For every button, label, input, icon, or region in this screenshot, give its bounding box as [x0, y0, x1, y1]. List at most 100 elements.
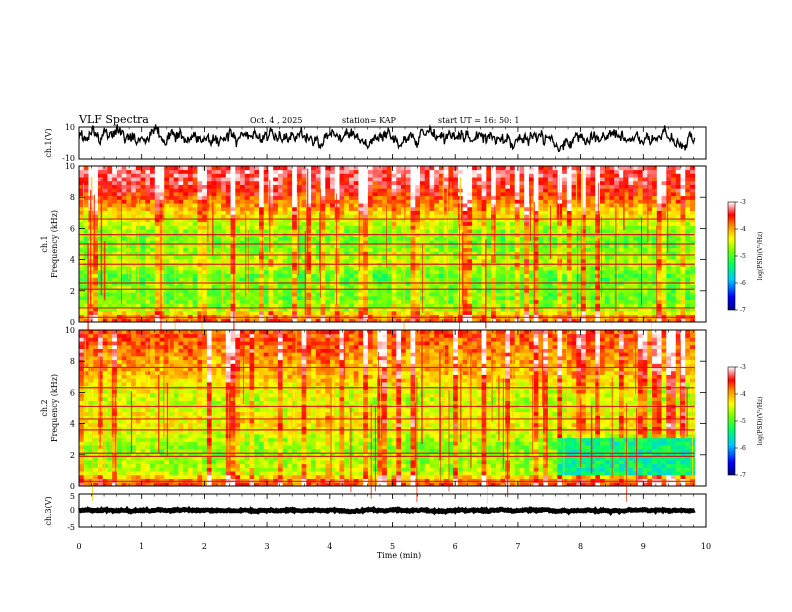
ch1-spectrogram-cell	[311, 277, 317, 282]
ch1-spectrogram-cell	[424, 173, 430, 178]
ch1-spectrogram-cell	[533, 229, 539, 234]
ch1-spectrogram-cell	[173, 225, 179, 230]
ch1-spectrogram-cell	[131, 236, 137, 241]
ch1-spectrogram-cell	[467, 192, 473, 197]
ch1-spectrogram-cell	[538, 284, 544, 289]
ch1-spectrogram-cell	[164, 203, 170, 208]
ch1-spectrogram-cell	[216, 229, 222, 234]
ch1-spectrogram-cell	[211, 318, 217, 323]
ch1-spectrogram-cell	[382, 266, 388, 271]
ch1-spectrogram-cell	[581, 247, 587, 252]
ch1-spectrogram-cell	[467, 258, 473, 263]
ch1-spectrogram-cell	[154, 195, 160, 200]
ch1-spectrogram-cell	[614, 244, 620, 249]
ch1-spectrogram-cell	[599, 177, 606, 182]
ch1-spectrogram-cell	[595, 247, 601, 252]
ch1-spectrogram-cell	[159, 236, 165, 241]
ch1-spectrogram-cell	[633, 299, 639, 304]
ch1-spectrogram-cell	[438, 221, 445, 226]
ch1-spectrogram-cell	[396, 303, 402, 308]
ch1-spectrogram-cell	[386, 288, 392, 293]
ch1-spectrogram-cell	[405, 169, 411, 174]
ch1-spectrogram-cell	[514, 218, 520, 223]
ch1-spectrogram-cell	[633, 192, 639, 197]
ch1-spectrogram-cell	[334, 258, 340, 263]
ch1-spectrogram-cell	[330, 188, 336, 193]
ch1-spectrogram-cell	[116, 310, 123, 315]
ch1-spectrogram-cell	[595, 318, 601, 323]
ch1-spectrogram-cell	[221, 288, 227, 293]
ch1-spectrogram-cell	[292, 255, 298, 260]
ch1-spectrogram-cell	[230, 169, 236, 174]
ch1-spectrogram-cell	[306, 221, 312, 226]
ch1-spectrogram-cell	[590, 206, 596, 211]
ch1-spectrogram-cell	[258, 188, 265, 193]
ch1-spectrogram-cell	[140, 206, 146, 211]
ch1-spectrogram-cell	[150, 251, 156, 256]
ch1-spectrogram-cell	[476, 195, 482, 200]
ch1-spectrogram-cell	[112, 236, 118, 241]
ch1-spectrogram-cell	[320, 303, 326, 308]
ch1-spectrogram-cell	[420, 195, 426, 200]
ch1-spectrogram-cell	[154, 310, 160, 315]
ch1-spectrogram-cell	[434, 299, 440, 304]
ch1-spectrogram-cell	[609, 180, 615, 185]
ch1-spectrogram-cell	[401, 173, 407, 178]
ch1-spectrogram-cell	[187, 236, 194, 241]
ch1-spectrogram-cell	[367, 184, 374, 189]
ch1-spectrogram-cell	[254, 284, 260, 289]
ch1-spectrogram-cell	[311, 180, 317, 185]
ch1-spectrogram-cell	[178, 206, 184, 211]
ch1-spectrogram-cell	[396, 173, 402, 178]
ch1-spectrogram-cell	[235, 173, 241, 178]
ch1-spectrogram-cell	[514, 270, 520, 275]
ch1-spectrogram-cell	[296, 296, 303, 301]
ch1-spectrogram-cell	[358, 195, 364, 200]
ch1-spectrogram-cell	[230, 288, 236, 293]
ch1-spectrogram-cell	[386, 166, 392, 171]
ch1-spectrogram-cell	[448, 303, 454, 308]
ch1-spectrogram-cell	[438, 206, 445, 211]
ch1-spectrogram-cell	[405, 177, 411, 182]
ch1-spectrogram-cell	[623, 184, 629, 189]
ch1-spectrogram-cell	[164, 188, 170, 193]
ch1-spectrogram-cell	[315, 244, 321, 249]
ch1-spectrogram-cell	[552, 255, 558, 260]
ch1-spectrogram-cell	[571, 188, 577, 193]
ch1-spectrogram-cell	[358, 221, 364, 226]
ch1-spectrogram-cell	[524, 218, 530, 223]
ch1-spectrogram-cell	[599, 169, 606, 174]
ch1-spectrogram-cell	[382, 195, 388, 200]
ch1-spectrogram-cell	[315, 188, 321, 193]
ch1-spectrogram-cell	[135, 310, 141, 315]
ch1-spectrogram-cell	[420, 221, 426, 226]
ch1-spectrogram-cell	[263, 247, 269, 252]
ch1-spectrogram-cell	[382, 240, 388, 245]
ch1-spectrogram-cell	[623, 258, 629, 263]
ch1-spectrogram-cell	[131, 258, 137, 263]
ch1-spectrogram-cell	[154, 180, 160, 185]
ch1-spectrogram-cell	[543, 303, 549, 308]
ch1-spectrogram-cell	[348, 177, 355, 182]
ch1-spectrogram-cell	[150, 203, 156, 208]
ch1-spectrogram-cell	[514, 166, 520, 171]
ch1-spectrogram-cell	[533, 236, 539, 241]
ch1-spectrogram-cell	[126, 284, 132, 289]
ch1-spectrogram-cell	[150, 206, 156, 211]
ch1-spectrogram-cell	[382, 318, 388, 323]
ch1-spectrogram-cell	[524, 270, 530, 275]
ch1-spectrogram-cell	[543, 299, 549, 304]
ch1-spectrogram-cell	[244, 292, 250, 297]
ch1-spectrogram-cell	[486, 180, 492, 185]
ch1-spectrogram-cell	[258, 195, 265, 200]
ch1-spectrogram-cell	[187, 221, 194, 226]
ch1-spectrogram-cell	[367, 277, 374, 282]
ch1-spectrogram-cell	[301, 203, 307, 208]
ch1-spectrogram-cell	[258, 296, 265, 301]
ch1-spectrogram-cell	[192, 210, 198, 215]
ch1-spectrogram-cell	[197, 206, 203, 211]
ch1-spectrogram-cell	[83, 236, 89, 241]
ch1-spectrogram-cell	[538, 273, 544, 278]
ch1-spectrogram-cell	[282, 177, 288, 182]
ch1-spectrogram-cell	[296, 307, 303, 312]
